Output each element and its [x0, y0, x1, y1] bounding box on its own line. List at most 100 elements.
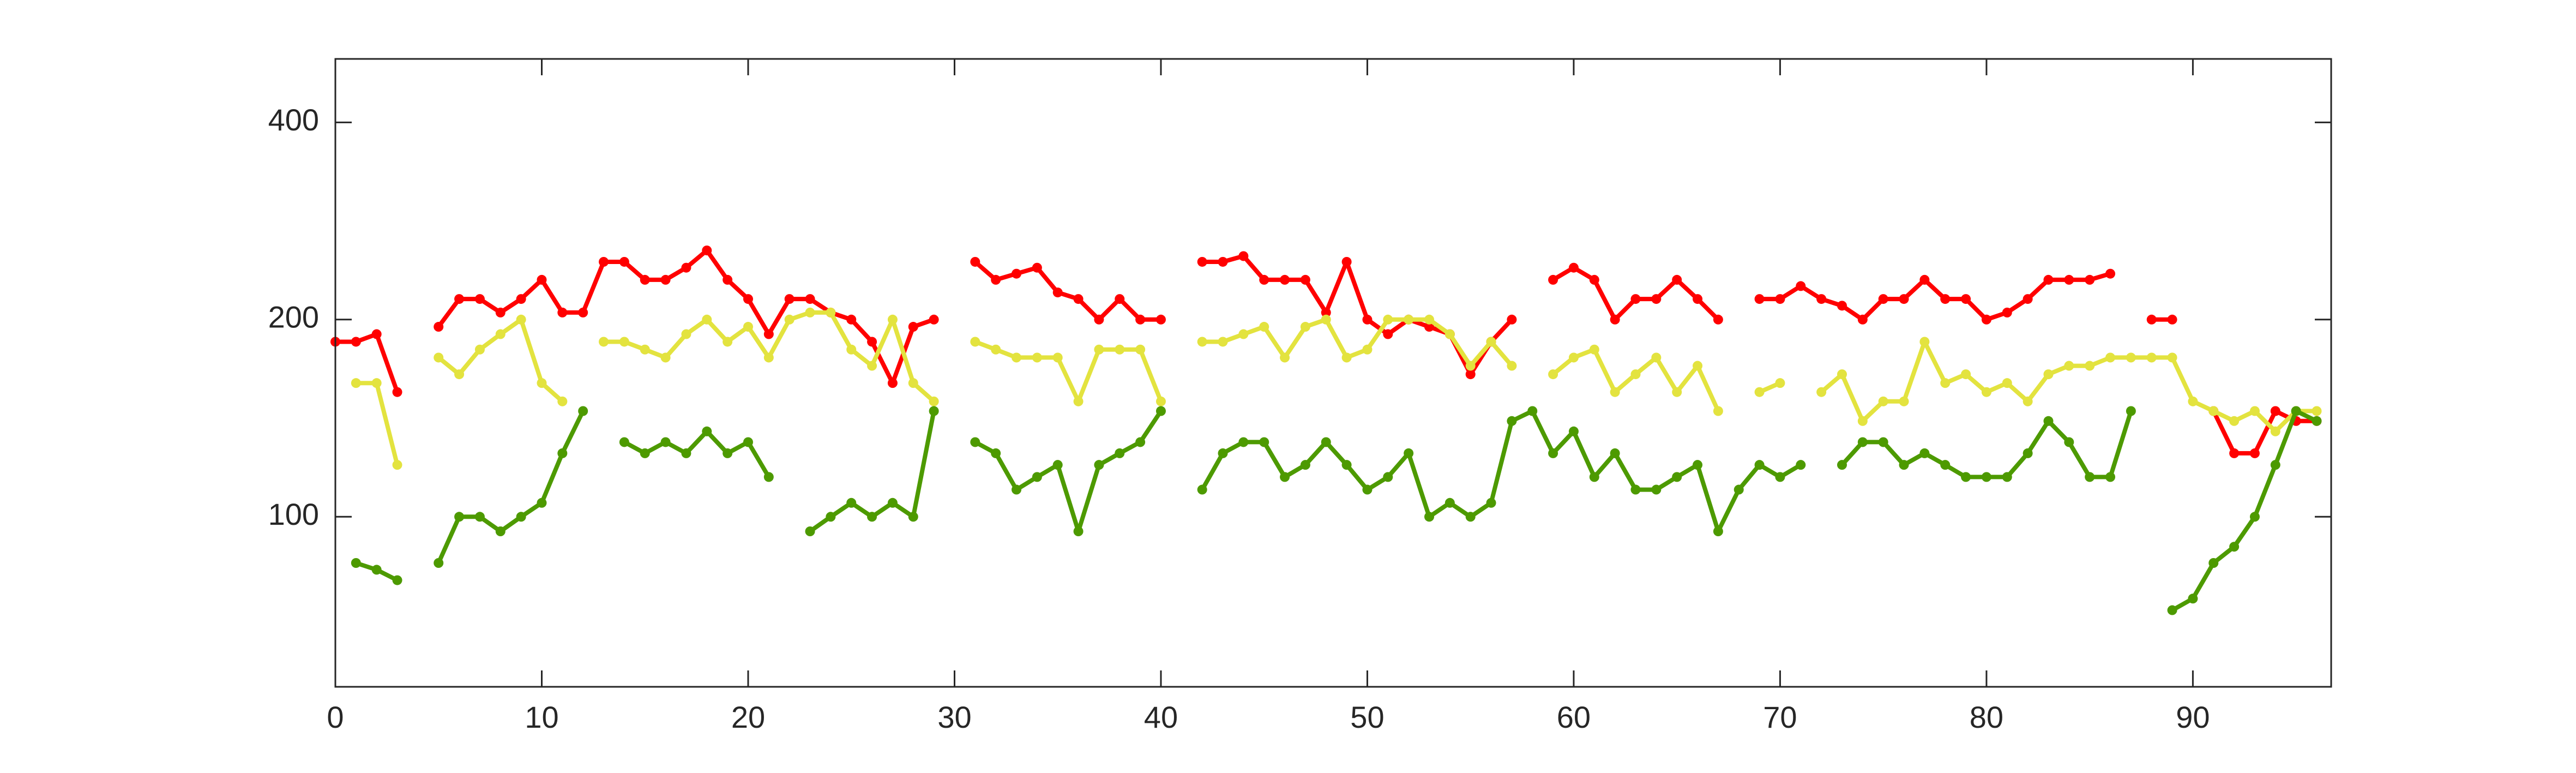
marker	[1321, 314, 1331, 325]
marker	[1672, 472, 1682, 482]
marker	[2126, 352, 2136, 363]
marker	[1527, 406, 1538, 416]
marker	[1238, 251, 1249, 261]
marker	[2270, 460, 2280, 470]
marker	[1610, 448, 1620, 458]
marker	[2105, 472, 2116, 482]
marker	[2023, 294, 2033, 304]
marker	[371, 378, 382, 388]
marker	[1300, 322, 1310, 332]
marker	[1899, 460, 1909, 470]
marker	[2249, 448, 2260, 458]
marker	[763, 352, 774, 363]
marker	[1321, 307, 1331, 317]
marker	[1630, 484, 1641, 495]
marker	[1693, 294, 1703, 304]
marker	[681, 262, 691, 273]
marker	[1135, 344, 1146, 355]
marker	[2208, 558, 2219, 568]
y-tick-label: 200	[268, 300, 319, 334]
marker	[1651, 484, 1662, 495]
marker	[351, 337, 361, 347]
marker	[1693, 460, 1703, 470]
marker	[1857, 416, 1868, 426]
marker	[1610, 314, 1620, 325]
marker	[2105, 268, 2116, 279]
marker	[1981, 472, 1991, 482]
marker	[1568, 262, 1579, 273]
marker	[1073, 526, 1084, 537]
marker	[2229, 542, 2240, 552]
marker	[371, 565, 382, 575]
marker	[392, 575, 402, 585]
x-tick-label: 30	[937, 700, 971, 734]
marker	[1445, 329, 1455, 339]
marker	[1486, 498, 1496, 508]
marker	[2167, 314, 2177, 325]
marker	[1961, 472, 1971, 482]
plot-frame	[334, 58, 2332, 688]
marker	[2043, 369, 2054, 380]
marker	[1259, 437, 1269, 447]
marker	[2126, 406, 2136, 416]
marker	[640, 274, 650, 285]
marker	[1238, 329, 1249, 339]
marker	[805, 526, 815, 537]
marker	[1961, 294, 1971, 304]
marker	[537, 274, 547, 285]
marker	[1300, 460, 1310, 470]
marker	[1073, 294, 1084, 304]
marker	[908, 378, 918, 388]
marker	[1878, 396, 1888, 406]
marker	[1589, 344, 1599, 355]
marker	[619, 337, 629, 347]
marker	[351, 558, 361, 568]
marker	[805, 294, 815, 304]
marker	[784, 294, 795, 304]
marker	[1115, 448, 1125, 458]
marker	[991, 448, 1001, 458]
marker	[1465, 369, 1476, 380]
marker	[454, 294, 465, 304]
marker	[351, 378, 361, 388]
marker	[1899, 396, 1909, 406]
marker	[1032, 262, 1042, 273]
marker	[1568, 426, 1579, 436]
marker	[660, 274, 671, 285]
marker	[1507, 314, 1517, 325]
marker	[1919, 274, 1930, 285]
marker	[1094, 344, 1104, 355]
marker	[1940, 294, 1951, 304]
marker	[1651, 294, 1662, 304]
marker	[1857, 437, 1868, 447]
marker	[599, 256, 609, 267]
marker	[660, 437, 671, 447]
marker	[867, 361, 877, 371]
marker	[474, 294, 485, 304]
marker	[887, 498, 898, 508]
marker	[1052, 287, 1063, 298]
marker	[929, 314, 939, 325]
marker	[2188, 594, 2198, 604]
marker	[970, 337, 980, 347]
marker	[846, 314, 857, 325]
marker	[2085, 274, 2095, 285]
marker	[495, 329, 505, 339]
marker	[1383, 314, 1393, 325]
marker	[867, 337, 877, 347]
marker	[970, 256, 980, 267]
marker	[1713, 406, 1723, 416]
marker	[1651, 352, 1662, 363]
marker	[640, 448, 650, 458]
marker	[929, 406, 939, 416]
marker	[1197, 484, 1207, 495]
marker	[1218, 337, 1228, 347]
x-tick-label: 70	[1763, 700, 1797, 734]
marker	[1630, 294, 1641, 304]
marker	[495, 307, 505, 317]
marker	[1754, 460, 1765, 470]
marker	[1857, 314, 1868, 325]
marker	[1548, 448, 1558, 458]
marker	[474, 344, 485, 355]
marker	[702, 314, 712, 325]
